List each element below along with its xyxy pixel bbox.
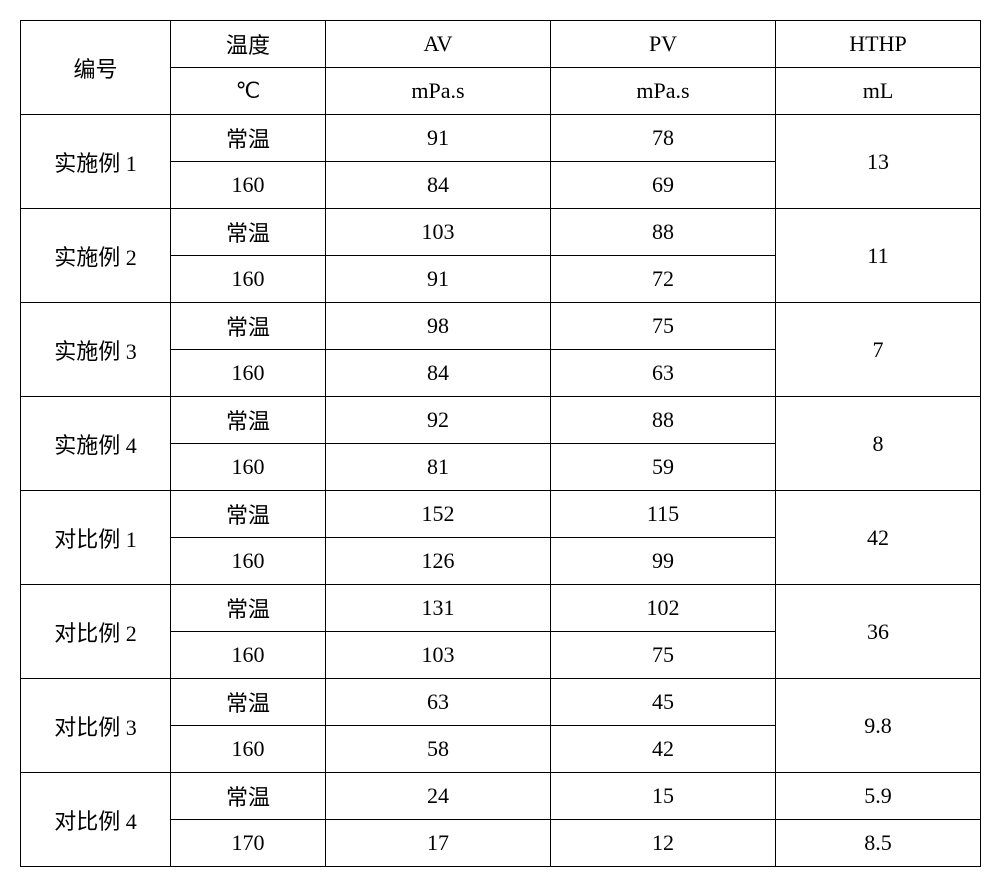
table-row: 对比例 1 常温 152 115 42 (21, 491, 981, 538)
cell-pv: 102 (551, 585, 776, 632)
cell-av: 84 (326, 162, 551, 209)
header-av-unit: mPa.s (326, 68, 551, 115)
cell-temp: 160 (171, 350, 326, 397)
cell-pv: 115 (551, 491, 776, 538)
cell-hthp: 8 (776, 397, 981, 491)
group-id: 对比例 4 (21, 773, 171, 867)
cell-av: 84 (326, 350, 551, 397)
cell-av: 103 (326, 632, 551, 679)
cell-pv: 88 (551, 397, 776, 444)
cell-temp: 160 (171, 632, 326, 679)
cell-av: 63 (326, 679, 551, 726)
cell-pv: 69 (551, 162, 776, 209)
cell-hthp: 13 (776, 115, 981, 209)
cell-av: 98 (326, 303, 551, 350)
table-row: 实施例 4 常温 92 88 8 (21, 397, 981, 444)
table-row: 对比例 3 常温 63 45 9.8 (21, 679, 981, 726)
cell-av: 103 (326, 209, 551, 256)
cell-pv: 88 (551, 209, 776, 256)
cell-av: 58 (326, 726, 551, 773)
group-id: 实施例 1 (21, 115, 171, 209)
header-hthp-unit: mL (776, 68, 981, 115)
cell-hthp: 5.9 (776, 773, 981, 820)
cell-temp: 160 (171, 256, 326, 303)
cell-hthp: 7 (776, 303, 981, 397)
cell-temp: 常温 (171, 585, 326, 632)
cell-temp: 常温 (171, 397, 326, 444)
cell-av: 17 (326, 820, 551, 867)
cell-temp: 160 (171, 162, 326, 209)
header-temp-unit: ℃ (171, 68, 326, 115)
cell-pv: 78 (551, 115, 776, 162)
cell-pv: 12 (551, 820, 776, 867)
group-id: 实施例 2 (21, 209, 171, 303)
cell-temp: 常温 (171, 491, 326, 538)
cell-hthp: 42 (776, 491, 981, 585)
cell-temp: 160 (171, 726, 326, 773)
cell-pv: 75 (551, 303, 776, 350)
cell-pv: 59 (551, 444, 776, 491)
cell-av: 126 (326, 538, 551, 585)
table-row: 实施例 2 常温 103 88 11 (21, 209, 981, 256)
cell-temp: 170 (171, 820, 326, 867)
header-id: 编号 (21, 21, 171, 115)
group-id: 实施例 3 (21, 303, 171, 397)
cell-pv: 99 (551, 538, 776, 585)
cell-temp: 常温 (171, 209, 326, 256)
header-av-label: AV (326, 21, 551, 68)
table-row: 实施例 3 常温 98 75 7 (21, 303, 981, 350)
group-id: 实施例 4 (21, 397, 171, 491)
cell-pv: 42 (551, 726, 776, 773)
header-temp-label: 温度 (171, 21, 326, 68)
table-row: 实施例 1 常温 91 78 13 (21, 115, 981, 162)
cell-av: 131 (326, 585, 551, 632)
group-id: 对比例 3 (21, 679, 171, 773)
cell-av: 92 (326, 397, 551, 444)
data-table: 编号 温度 AV PV HTHP ℃ mPa.s mPa.s mL 实施例 1 … (20, 20, 981, 867)
cell-hthp: 11 (776, 209, 981, 303)
header-pv-label: PV (551, 21, 776, 68)
cell-hthp: 8.5 (776, 820, 981, 867)
cell-temp: 常温 (171, 773, 326, 820)
cell-hthp: 36 (776, 585, 981, 679)
cell-pv: 15 (551, 773, 776, 820)
cell-temp: 常温 (171, 303, 326, 350)
cell-pv: 45 (551, 679, 776, 726)
cell-hthp: 9.8 (776, 679, 981, 773)
header-pv-unit: mPa.s (551, 68, 776, 115)
cell-av: 24 (326, 773, 551, 820)
cell-pv: 72 (551, 256, 776, 303)
cell-pv: 75 (551, 632, 776, 679)
cell-av: 91 (326, 115, 551, 162)
header-row-1: 编号 温度 AV PV HTHP (21, 21, 981, 68)
table-row: 对比例 4 常温 24 15 5.9 (21, 773, 981, 820)
group-id: 对比例 1 (21, 491, 171, 585)
cell-pv: 63 (551, 350, 776, 397)
header-hthp-label: HTHP (776, 21, 981, 68)
cell-temp: 160 (171, 444, 326, 491)
table-body: 编号 温度 AV PV HTHP ℃ mPa.s mPa.s mL 实施例 1 … (21, 21, 981, 867)
group-id: 对比例 2 (21, 585, 171, 679)
cell-av: 152 (326, 491, 551, 538)
table-row: 对比例 2 常温 131 102 36 (21, 585, 981, 632)
cell-temp: 160 (171, 538, 326, 585)
cell-av: 91 (326, 256, 551, 303)
cell-temp: 常温 (171, 679, 326, 726)
cell-temp: 常温 (171, 115, 326, 162)
cell-av: 81 (326, 444, 551, 491)
